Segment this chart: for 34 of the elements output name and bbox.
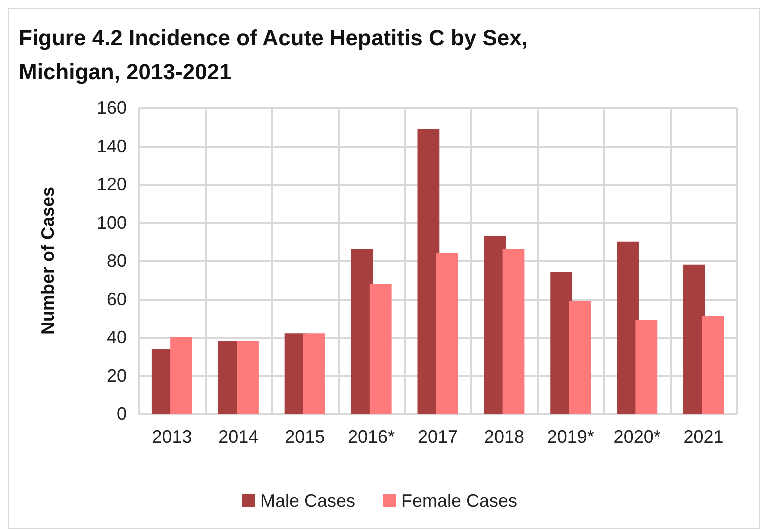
bar: [237, 341, 259, 414]
y-tick-label: 160: [96, 98, 127, 118]
y-tick-label: 60: [106, 289, 127, 310]
bar: [702, 316, 724, 414]
x-tick-label: 2014: [218, 427, 259, 447]
bar: [569, 301, 592, 414]
y-axis-title: Number of Cases: [38, 186, 58, 336]
y-tick-label: 120: [96, 174, 127, 194]
x-tick-label: 2016*: [348, 427, 396, 447]
chart-title: Figure 4.2 Incidence of Acute Hepatitis C by Sex, Michigan, 2013-2021: [19, 26, 534, 84]
y-tick-label: 0: [116, 404, 127, 424]
legend-label: Male Cases: [260, 491, 356, 511]
x-tick-label: 2019*: [547, 427, 594, 447]
bar: [436, 253, 458, 414]
x-tick-label: 2015: [285, 427, 326, 447]
legend-label: Female Cases: [401, 491, 518, 511]
x-tick-label: 2017: [418, 427, 458, 447]
bar: [617, 242, 639, 414]
bar: [170, 338, 192, 414]
y-tick-label: 40: [106, 328, 127, 348]
y-tick-label: 20: [106, 366, 127, 386]
x-tick-label: 2018: [484, 427, 524, 447]
y-tick-label: 140: [96, 136, 127, 156]
bar: [370, 284, 392, 414]
bar: [636, 320, 658, 414]
bar: [418, 129, 440, 414]
bar: [684, 264, 706, 414]
bar: [303, 334, 326, 414]
x-tick-label: 2020*: [614, 427, 661, 447]
x-tick-label: 2013: [152, 427, 192, 447]
x-tick-label: 2021: [684, 427, 724, 447]
y-tick-label: 80: [106, 251, 127, 271]
bar: [502, 250, 525, 414]
y-tick-label: 100: [96, 212, 127, 233]
